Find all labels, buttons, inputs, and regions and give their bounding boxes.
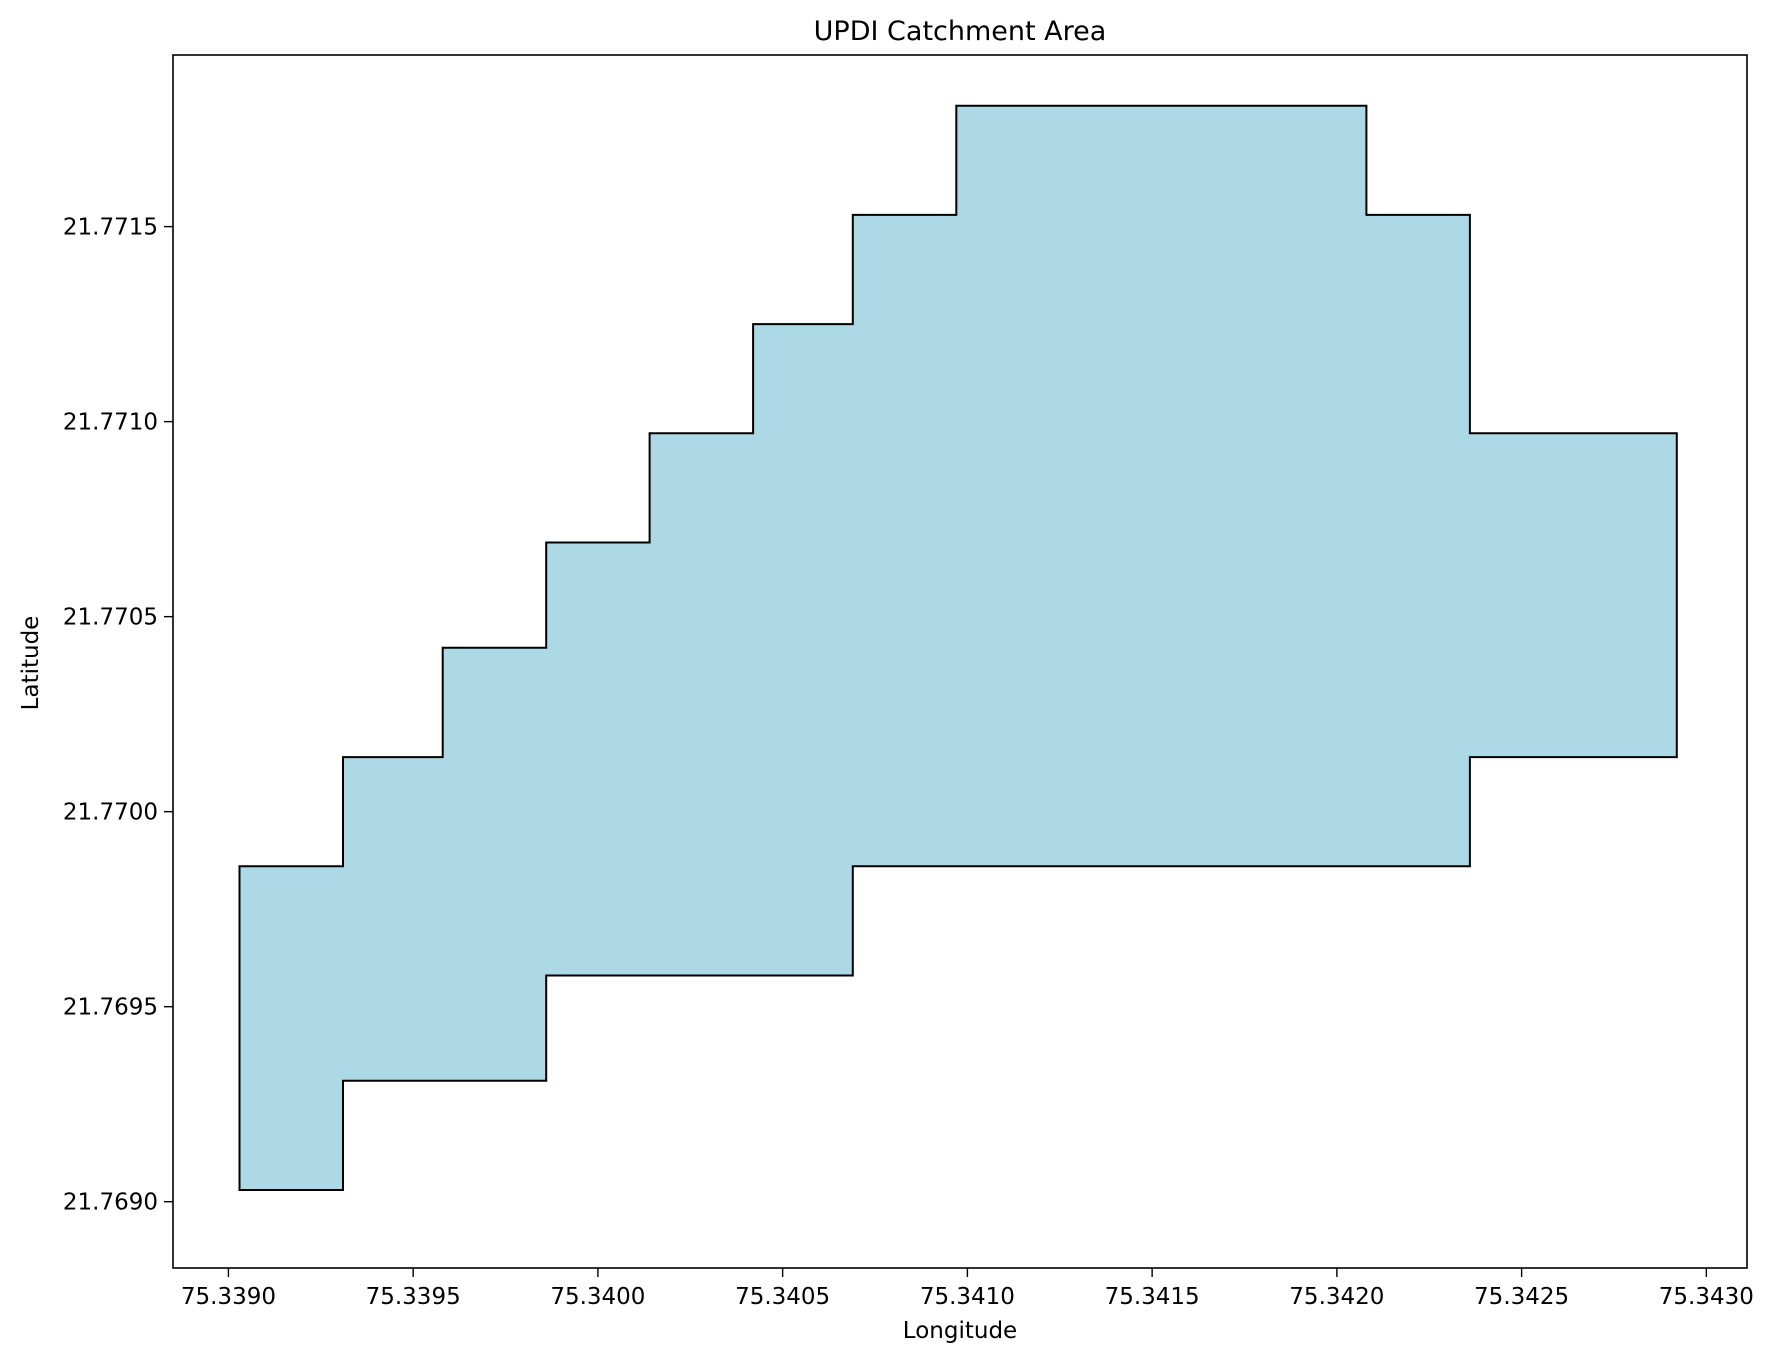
y-tick-label: 21.7700 xyxy=(63,800,158,826)
x-axis-label: Longitude xyxy=(903,1318,1017,1344)
y-axis-label: Latitude xyxy=(18,616,44,711)
y-tick-label: 21.7710 xyxy=(63,410,158,436)
x-tick-label: 75.3420 xyxy=(1289,1284,1384,1310)
x-tick-label: 75.3395 xyxy=(366,1284,461,1310)
y-axis-ticks: 21.7690 21.7695 21.7700 21.7705 21.7710 21.77… xyxy=(63,215,173,1216)
x-tick-label: 75.3425 xyxy=(1474,1284,1569,1310)
y-tick-label: 21.7690 xyxy=(63,1190,158,1216)
y-tick-label: 21.7705 xyxy=(63,605,158,631)
x-tick-label: 75.3390 xyxy=(181,1284,276,1310)
catchment-polygon xyxy=(238,104,1678,1191)
x-tick-label: 75.3400 xyxy=(550,1284,645,1310)
x-tick-label: 75.3410 xyxy=(920,1284,1015,1310)
axes-frame xyxy=(172,54,1748,1269)
x-tick-label: 75.3405 xyxy=(735,1284,830,1310)
x-tick-label: 75.3415 xyxy=(1105,1284,1200,1310)
x-tick-label: 75.3430 xyxy=(1659,1284,1754,1310)
chart-title: UPDI Catchment Area xyxy=(814,16,1107,47)
y-tick-label: 21.7695 xyxy=(63,995,158,1021)
plot-area xyxy=(238,104,1678,1191)
y-tick-label: 21.7715 xyxy=(63,215,158,241)
x-axis-ticks: 75.3390 75.3395 75.3400 75.3405 75.3410 75.34… xyxy=(181,1268,1754,1310)
